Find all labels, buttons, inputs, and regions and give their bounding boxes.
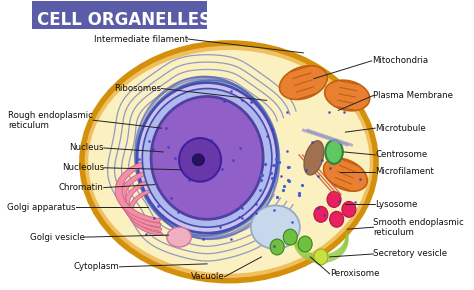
Ellipse shape	[342, 202, 356, 217]
Ellipse shape	[192, 154, 204, 166]
Ellipse shape	[324, 158, 367, 191]
Ellipse shape	[137, 83, 277, 233]
Text: Mitochondria: Mitochondria	[372, 56, 428, 65]
FancyBboxPatch shape	[32, 1, 207, 29]
Text: Microfilament: Microfilament	[375, 167, 434, 176]
Text: Plasma Membrane: Plasma Membrane	[374, 91, 454, 100]
Text: Microtubule: Microtubule	[375, 124, 426, 133]
Ellipse shape	[314, 249, 328, 265]
Text: Peroxisome: Peroxisome	[329, 269, 379, 278]
Ellipse shape	[304, 141, 324, 175]
Ellipse shape	[167, 227, 191, 247]
Ellipse shape	[280, 66, 328, 99]
Text: Nucleus: Nucleus	[69, 144, 104, 153]
Ellipse shape	[325, 140, 343, 164]
Ellipse shape	[325, 80, 370, 111]
Ellipse shape	[82, 43, 376, 281]
Ellipse shape	[270, 239, 284, 255]
Text: Ribosomes: Ribosomes	[114, 84, 162, 93]
Ellipse shape	[87, 49, 371, 275]
Ellipse shape	[179, 138, 221, 182]
Text: Smooth endoplasmic
reticulum: Smooth endoplasmic reticulum	[374, 218, 464, 237]
Text: Rough endoplasmic
reticulum: Rough endoplasmic reticulum	[9, 110, 93, 130]
Text: Lysosome: Lysosome	[375, 200, 418, 209]
Text: Golgi apparatus: Golgi apparatus	[7, 203, 76, 212]
Polygon shape	[128, 187, 162, 235]
Text: Secretory vesicle: Secretory vesicle	[374, 249, 447, 258]
Text: Centrosome: Centrosome	[375, 151, 428, 160]
Text: Golgi vesicle: Golgi vesicle	[30, 233, 84, 242]
Text: Intermediate filament: Intermediate filament	[93, 35, 188, 44]
Text: Vacuole: Vacuole	[191, 272, 225, 281]
Ellipse shape	[298, 236, 312, 252]
Text: CELL ORGANELLES: CELL ORGANELLES	[37, 11, 211, 29]
Ellipse shape	[327, 192, 341, 207]
Polygon shape	[124, 177, 162, 231]
Polygon shape	[115, 158, 161, 223]
Ellipse shape	[142, 88, 272, 227]
Ellipse shape	[283, 229, 297, 245]
Text: Nucleolus: Nucleolus	[62, 163, 104, 172]
Polygon shape	[119, 168, 161, 227]
Ellipse shape	[151, 97, 263, 219]
Ellipse shape	[251, 205, 300, 249]
Text: Cytoplasm: Cytoplasm	[74, 262, 119, 271]
Ellipse shape	[314, 206, 328, 222]
Ellipse shape	[329, 211, 344, 227]
Text: Chromatin: Chromatin	[59, 183, 104, 192]
